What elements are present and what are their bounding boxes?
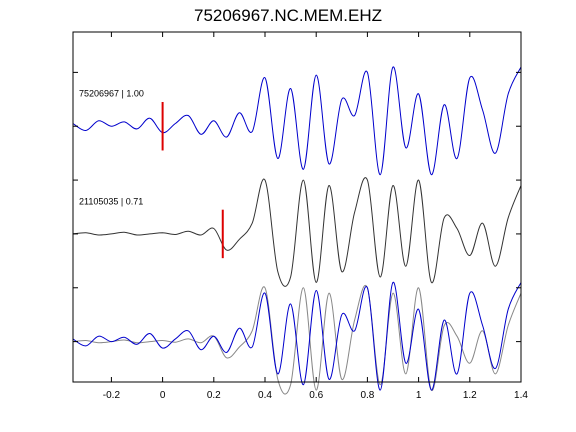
- trace-label-0: 75206967 | 1.00: [79, 89, 144, 99]
- trace-line-0: [72, 66, 522, 176]
- x-tick-label: 1.2: [463, 390, 477, 401]
- trace-line-2: [72, 281, 522, 391]
- picks-layer: [161, 102, 224, 259]
- plot-frame: [72, 31, 522, 383]
- trace-line-3: [72, 284, 522, 395]
- trace-labels-layer: 75206967 | 1.00 21105035 | 0.71: [79, 89, 144, 207]
- chart-title: 75206967.NC.MEM.EHZ: [193, 6, 383, 25]
- x-tick-label: 0.8: [360, 390, 374, 401]
- x-tick-label: 0.2: [207, 390, 221, 401]
- traces-layer: [72, 66, 522, 395]
- trace-line-1: [72, 177, 522, 287]
- x-tick-label: 0.4: [258, 390, 272, 401]
- x-tick-label: 0.6: [309, 390, 323, 401]
- x-tick-label: 0: [160, 390, 166, 401]
- x-tick-label: -0.2: [103, 390, 121, 401]
- x-tick-label: 1.4: [514, 390, 528, 401]
- y-axis: [73, 71, 521, 343]
- x-axis: -0.2 0 0.2 0.4 0.6 0.8 1 1.2 1.4: [103, 32, 528, 401]
- x-tick-label: 1: [416, 390, 422, 401]
- trace-label-1: 21105035 | 0.71: [79, 196, 143, 206]
